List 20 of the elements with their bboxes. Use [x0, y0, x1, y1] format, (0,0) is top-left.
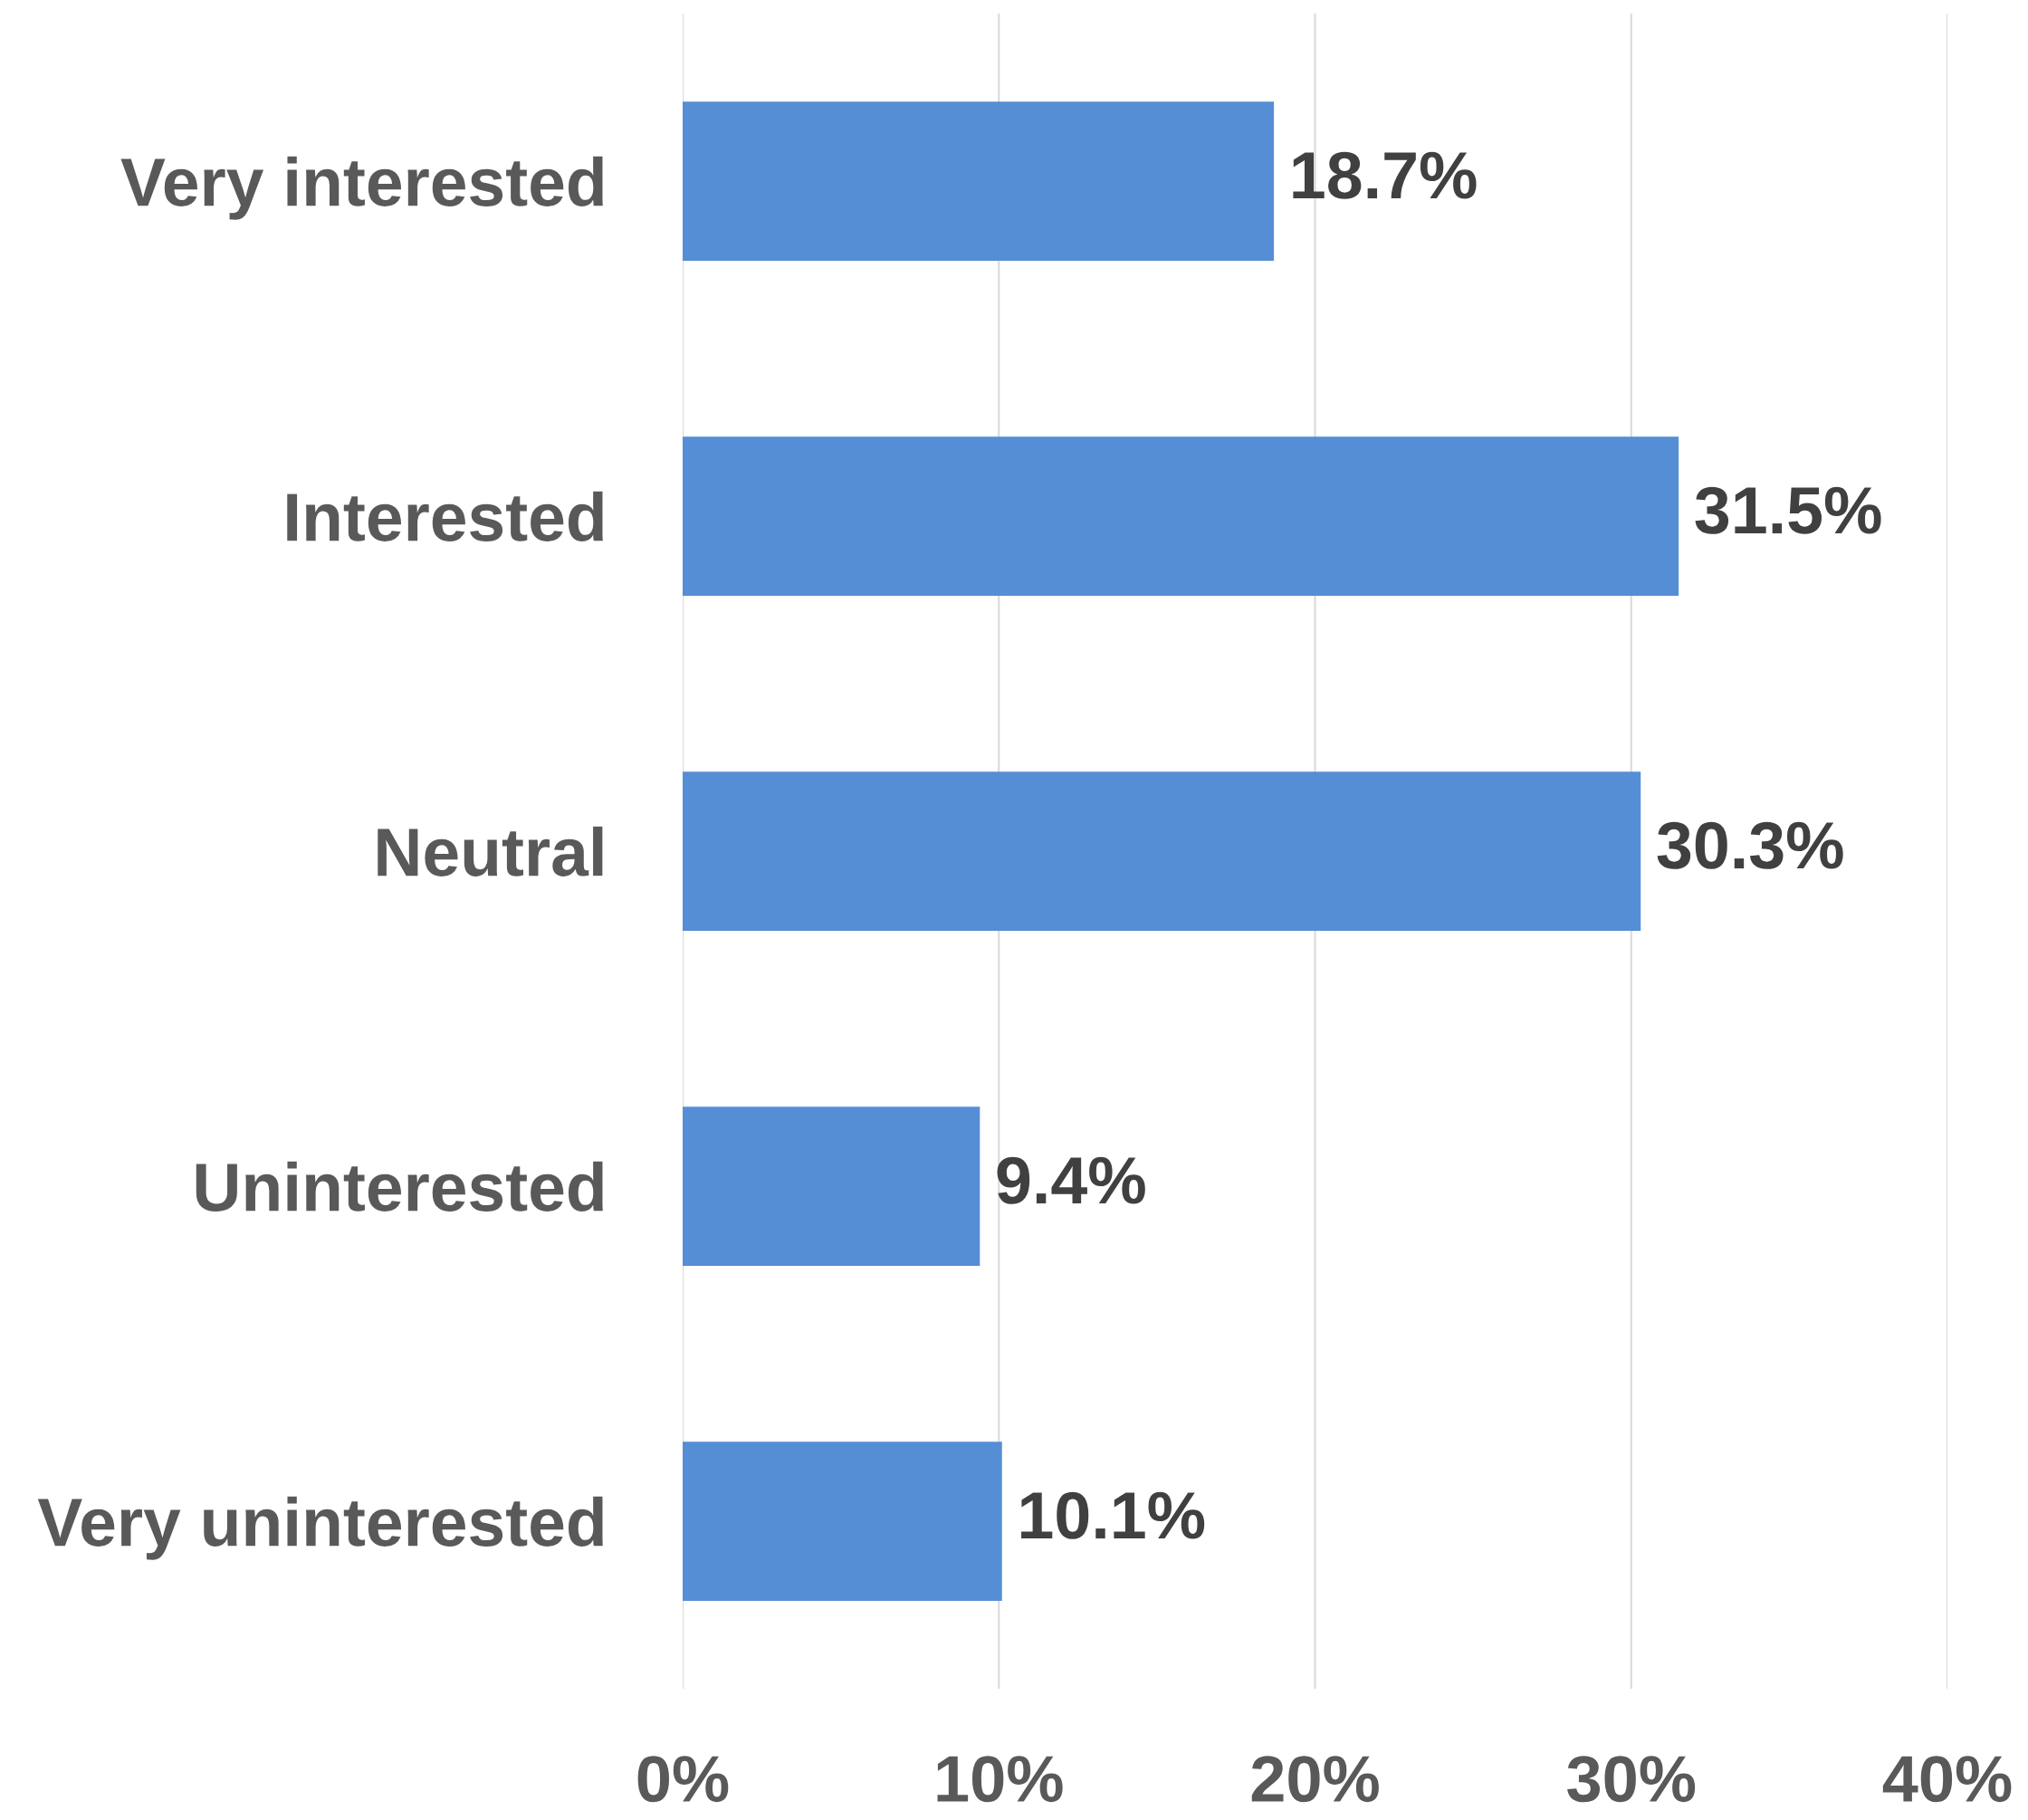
x-tick-label: 0% [637, 1756, 729, 1803]
x-tick-label: 30% [1567, 1756, 1696, 1803]
x-tick-label: 10% [937, 1756, 1063, 1803]
y-tick-label: Very interested [120, 156, 603, 220]
y-tick-label: Interested [287, 491, 603, 541]
bar [683, 101, 1275, 261]
y-tick-label: Uninterested [196, 1161, 603, 1212]
bar [683, 436, 1679, 596]
bar [683, 771, 1641, 931]
data-label: 18.7% [1293, 151, 1477, 199]
y-tick-label: Neutral [378, 826, 603, 876]
bar [683, 1442, 1002, 1601]
data-label: 10.1% [1021, 1491, 1205, 1539]
x-tick-label: 20% [1251, 1756, 1379, 1803]
data-label: 9.4% [997, 1156, 1145, 1204]
bar [683, 1106, 981, 1266]
x-tick-label: 40% [1882, 1756, 2012, 1803]
data-label: 31.5% [1695, 486, 1881, 534]
data-label: 30.3% [1657, 821, 1843, 869]
y-tick-label: Very uninterested [37, 1496, 603, 1560]
